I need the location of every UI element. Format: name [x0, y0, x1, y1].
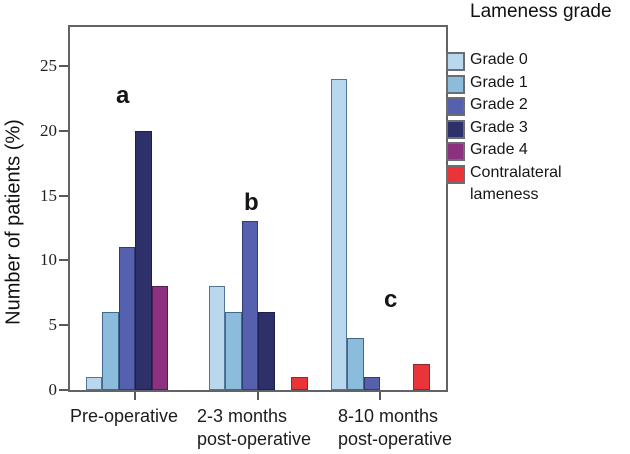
legend-label-grade-1: Grade 1 [470, 73, 528, 91]
legend-swatch-grade-1 [446, 74, 465, 94]
y-tick-label-10: 10 [40, 250, 57, 270]
y-tick-20 [59, 129, 68, 132]
x-category-label-8-10-months-post-operative: 8-10 months post-operative [338, 406, 453, 449]
y-tick-label-25: 25 [40, 55, 57, 75]
y-tick-10 [59, 259, 68, 262]
annotation-letter-a: a [116, 82, 130, 109]
y-tick-0 [59, 389, 68, 391]
bar-grade-1-2-3-months-post-operative [225, 312, 242, 390]
x-tick-8-10-months-post-operative [379, 392, 381, 400]
x-category-label-2-3-months-post-operative: 2-3 months post-operative [197, 406, 312, 449]
annotation-letter-b: b [244, 189, 259, 216]
y-tick-15 [59, 194, 68, 197]
legend-label-grade-4: Grade 4 [470, 141, 528, 158]
legend-label-contralateral-lameness: Contralateral lameness [470, 163, 562, 203]
legend-swatch-contralateral-lameness [446, 164, 465, 184]
y-tick-label-15: 15 [40, 185, 57, 205]
x-tick-2-3-months-post-operative [257, 392, 259, 400]
y-tick-25 [59, 64, 68, 67]
y-tick-label-0: 0 [48, 380, 58, 399]
legend-title: Lameness grade [470, 1, 612, 22]
legend-label-grade-2: Grade 2 [470, 96, 528, 113]
bar-grade-0-2-3-months-post-operative [208, 286, 225, 390]
annotation-letter-c: c [384, 286, 398, 313]
y-axis-title: Number of patients (%) [2, 119, 25, 325]
legend-swatch-grade-0 [446, 52, 465, 71]
bar-grade-0-8-10-months-post-operative [330, 79, 347, 390]
bar-contralateral-lameness-2-3-months-post-operative [291, 377, 308, 390]
plot-frame [68, 25, 448, 392]
bar-grade-3-pre-operative [135, 131, 152, 390]
bar-grade-4-pre-operative [151, 286, 168, 390]
x-category-label-pre-operative: Pre-operative [70, 406, 179, 426]
legend-swatch-grade-4 [446, 142, 465, 161]
legend-swatch-grade-3 [446, 119, 465, 139]
bar-grade-0-pre-operative [85, 377, 102, 390]
y-tick-5 [59, 324, 68, 327]
x-tick-pre-operative [134, 392, 136, 400]
legend: Grade 0 Grade 1 Grade 2 Grade 3 Grade 4 Contr… [446, 0, 630, 220]
legend-label-grade-3: Grade 3 [470, 118, 528, 136]
y-tick-label-5: 5 [48, 315, 58, 335]
bar-grade-2-2-3-months-post-operative [241, 221, 258, 390]
bar-grade-1-pre-operative [102, 312, 119, 390]
bar-contralateral-lameness-8-10-months-post-operative [413, 364, 430, 390]
bar-grade-1-8-10-months-post-operative [347, 338, 364, 390]
y-tick-label-20: 20 [40, 120, 57, 140]
legend-swatch-grade-2 [446, 97, 465, 116]
bar-grade-2-8-10-months-post-operative [363, 377, 380, 390]
plot-area [70, 27, 446, 390]
legend-label-grade-0: Grade 0 [470, 51, 528, 68]
bar-grade-2-pre-operative [118, 247, 135, 390]
bar-grade-3-2-3-months-post-operative [258, 312, 275, 390]
